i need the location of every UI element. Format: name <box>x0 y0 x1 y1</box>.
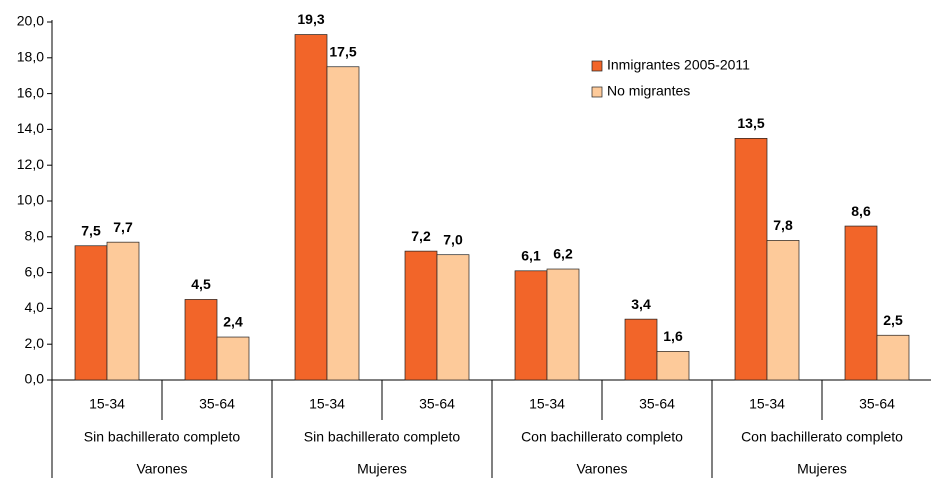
bar <box>876 334 910 381</box>
y-tick-label: 16,0 <box>17 84 44 100</box>
bar <box>624 318 658 381</box>
y-tick-label: 18,0 <box>17 49 44 65</box>
value-label: 4,5 <box>191 276 211 292</box>
value-label: 19,3 <box>297 11 324 27</box>
x-tick-label: 35-64 <box>199 396 235 412</box>
bar <box>404 250 438 381</box>
value-label: 3,4 <box>631 296 651 312</box>
value-label: 7,0 <box>443 231 463 247</box>
x-tick-label: 35-64 <box>419 396 455 412</box>
y-tick-label: 14,0 <box>17 120 44 136</box>
legend-label: No migrantes <box>607 83 690 99</box>
x-tick-label: 15-34 <box>309 396 345 412</box>
value-label: 7,8 <box>773 217 793 233</box>
group-label: Mujeres <box>357 461 407 477</box>
x-tick-label: 15-34 <box>529 396 565 412</box>
y-tick-label: 0,0 <box>25 371 45 387</box>
bar <box>106 241 140 381</box>
group-label: Sin bachillerato completo <box>304 429 461 445</box>
group-label: Mujeres <box>797 461 847 477</box>
value-label: 7,2 <box>411 228 431 244</box>
value-label: 2,5 <box>883 312 903 328</box>
value-label: 17,5 <box>329 43 356 59</box>
value-label: 6,2 <box>553 246 573 262</box>
group-label: Con bachillerato completo <box>521 429 683 445</box>
x-tick-label: 15-34 <box>89 396 125 412</box>
y-tick-label: 8,0 <box>25 228 45 244</box>
legend-swatch <box>591 86 603 98</box>
bar <box>514 270 548 381</box>
bar <box>766 240 800 381</box>
value-label: 7,7 <box>113 219 133 235</box>
x-tick-label: 35-64 <box>639 396 675 412</box>
group-label: Con bachillerato completo <box>741 429 903 445</box>
bar <box>326 66 360 381</box>
y-tick-label: 4,0 <box>25 299 45 315</box>
bar <box>294 34 328 381</box>
value-label: 2,4 <box>223 314 243 330</box>
y-tick-label: 6,0 <box>25 263 45 279</box>
y-tick-label: 12,0 <box>17 156 44 172</box>
value-label: 7,5 <box>81 222 101 238</box>
legend-label: Inmigrantes 2005-2011 <box>607 57 750 73</box>
value-label: 13,5 <box>737 115 764 131</box>
bar <box>184 299 218 381</box>
legend-swatch <box>591 60 603 72</box>
group-label: Varones <box>576 461 627 477</box>
group-label: Sin bachillerato completo <box>84 429 241 445</box>
bar <box>546 268 580 381</box>
x-tick-label: 15-34 <box>749 396 785 412</box>
y-tick-label: 20,0 <box>17 13 44 29</box>
x-tick-label: 35-64 <box>859 396 895 412</box>
bar <box>656 351 690 381</box>
bar <box>74 245 108 381</box>
bar <box>436 254 470 381</box>
value-label: 1,6 <box>663 328 683 344</box>
y-tick-label: 10,0 <box>17 192 44 208</box>
y-tick-label: 2,0 <box>25 335 45 351</box>
group-label: Varones <box>136 461 187 477</box>
value-label: 8,6 <box>851 203 871 219</box>
bar <box>844 225 878 381</box>
value-label: 6,1 <box>521 248 541 264</box>
bar <box>216 336 250 381</box>
bar <box>734 138 768 381</box>
